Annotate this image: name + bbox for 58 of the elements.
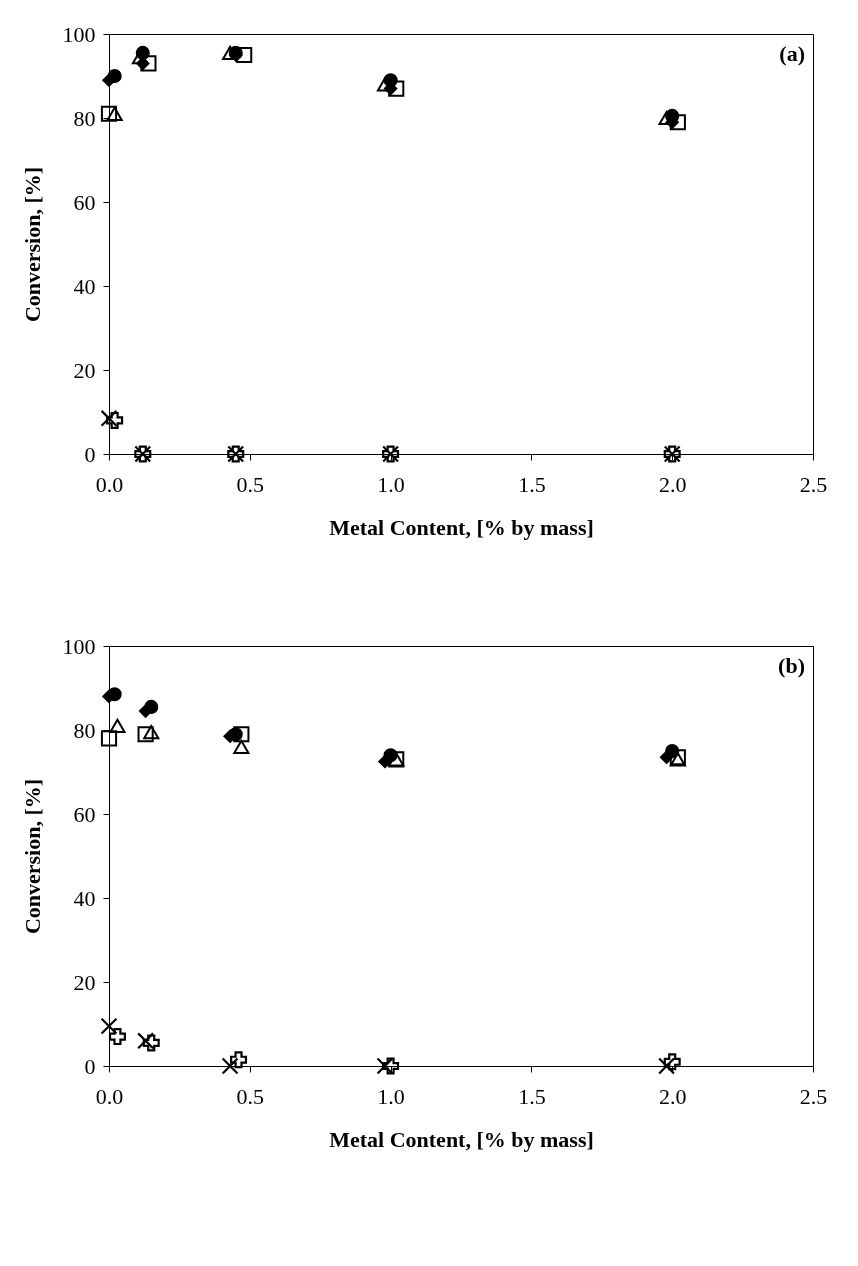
point (106, 411, 124, 429)
x-tick-label: 1.5 (518, 1083, 546, 1109)
point (106, 106, 123, 121)
point (100, 409, 118, 427)
x-tick-label: 1.0 (377, 471, 405, 497)
y-tick-label: 0 (84, 441, 96, 467)
point (109, 718, 126, 733)
point (382, 1057, 400, 1075)
point (100, 1017, 118, 1035)
x-tick-label: 1.5 (518, 471, 546, 497)
x-tick-label: 2.0 (658, 1083, 687, 1109)
point (376, 1057, 394, 1075)
x-tick-label: 0.5 (236, 471, 265, 497)
y-tick-label: 100 (62, 633, 96, 659)
y-axis-title: Conversion, [%] (19, 166, 45, 323)
x-tick-label: 0.0 (95, 1083, 124, 1109)
x-tick-label: 2.5 (799, 1083, 828, 1109)
x-tick-label: 1.0 (377, 1083, 405, 1109)
point (233, 739, 250, 754)
x-tick-label: 2.5 (799, 471, 828, 497)
y-tick-label: 60 (73, 801, 96, 827)
point (236, 46, 253, 64)
y-tick-label: 0 (84, 1053, 96, 1079)
point (137, 726, 154, 743)
point (222, 45, 239, 61)
y-tick-label: 40 (73, 885, 96, 911)
y-tick-label: 60 (73, 189, 96, 215)
point (140, 55, 157, 72)
point (658, 1057, 676, 1075)
point (100, 730, 118, 747)
point (663, 1053, 681, 1071)
x-axis-title: Metal Content, [% by mass] (329, 1126, 594, 1152)
x-tick-label: 0.0 (95, 471, 124, 497)
point (233, 726, 250, 743)
x-axis-title: Metal Content, [% by mass] (329, 514, 594, 540)
y-tick-label: 80 (73, 105, 96, 131)
annotation: (a) (779, 41, 805, 66)
point (137, 1032, 155, 1050)
y-tick-label: 20 (73, 969, 96, 995)
point (143, 724, 160, 740)
y-tick-label: 20 (73, 357, 96, 383)
y-tick-label: 40 (73, 273, 96, 299)
point (135, 45, 150, 60)
point (221, 1057, 239, 1075)
y-tick-label: 100 (62, 21, 96, 47)
point (138, 704, 153, 719)
y-tick-label: 80 (73, 717, 96, 743)
point (230, 1051, 248, 1069)
point (142, 1034, 160, 1052)
x-tick-label: 0.5 (236, 1083, 265, 1109)
point (388, 80, 405, 97)
point (659, 750, 674, 765)
point (108, 1028, 126, 1046)
x-tick-label: 2.0 (658, 471, 687, 497)
point (100, 105, 118, 122)
annotation: (b) (778, 653, 805, 678)
point (669, 114, 686, 131)
y-axis-title: Conversion, [%] (19, 778, 45, 935)
